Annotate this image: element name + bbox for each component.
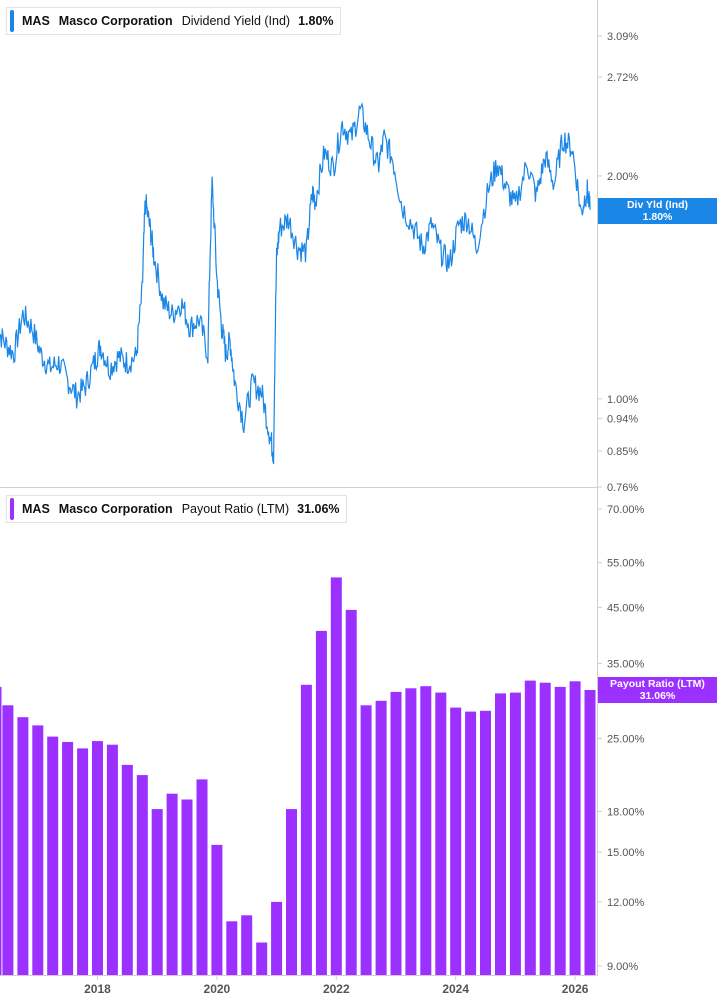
payout-bar [256, 942, 268, 975]
payout-bar [181, 799, 193, 975]
y-axis-line [597, 0, 598, 975]
tag-label: Div Yld (Ind) [626, 199, 689, 211]
bottom-panel-plot [0, 577, 596, 975]
payout-bar [390, 691, 402, 975]
x-tick-label: 2020 [204, 982, 231, 996]
x-axis: 2018 2020 2022 2024 2026 [84, 975, 589, 996]
yield-swatch [10, 10, 14, 32]
payout-bar [539, 682, 551, 975]
top-y-axis: 3.09% 2.72% 2.00% 1.00% 0.94% 0.85% 0.76% [597, 31, 638, 494]
payout-bar [524, 680, 536, 975]
payout-bar [465, 711, 477, 975]
payout-bar [435, 692, 447, 975]
payout-bar [17, 717, 29, 975]
payout-bar [554, 686, 566, 975]
top-legend: MAS Masco Corporation Dividend Yield (In… [6, 7, 341, 35]
payout-bar [121, 764, 133, 975]
payout-bar [106, 744, 118, 975]
payout-bar [330, 577, 342, 975]
payout-bar [509, 692, 521, 975]
payout-price-tag: Payout Ratio (LTM) 31.06% [598, 677, 717, 703]
payout-bar [480, 710, 491, 975]
legend-value: 1.80% [298, 14, 334, 28]
payout-bar [32, 725, 44, 975]
legend-metric: Payout Ratio (LTM) [181, 502, 290, 516]
payout-bar [584, 690, 596, 975]
tag-label: Payout Ratio (LTM) [610, 678, 705, 690]
y-tick-label: 9.00% [607, 961, 638, 973]
x-tick-label: 2018 [84, 982, 111, 996]
payout-bar [360, 705, 372, 975]
payout-bar [0, 686, 2, 975]
y-tick-label: 45.00% [607, 602, 645, 614]
payout-bar [345, 609, 357, 975]
payout-bar [226, 921, 238, 975]
legend-company: Masco Corporation [58, 14, 173, 28]
y-tick-label: 12.00% [607, 897, 645, 909]
payout-bar [2, 705, 14, 975]
bottom-legend: MAS Masco Corporation Payout Ratio (LTM)… [6, 495, 347, 523]
payout-bar [420, 686, 432, 975]
payout-bar [196, 779, 208, 975]
payout-bar [495, 693, 506, 975]
y-tick-label: 15.00% [607, 847, 645, 859]
payout-swatch [10, 498, 14, 520]
payout-bar [92, 741, 103, 975]
y-tick-label: 70.00% [607, 504, 645, 516]
x-axis-line [0, 975, 598, 976]
payout-bar [77, 748, 89, 975]
payout-bar [450, 707, 462, 975]
x-tick-label: 2026 [562, 982, 589, 996]
legend-value: 31.06% [297, 502, 340, 516]
dividend-yield-line [0, 101, 591, 465]
x-tick-label: 2022 [323, 982, 350, 996]
y-tick-label: 55.00% [607, 558, 645, 570]
payout-bar [241, 915, 253, 975]
y-tick-label: 1.00% [607, 394, 638, 406]
payout-bar [271, 901, 283, 975]
y-tick-label: 0.76% [607, 482, 638, 494]
yield-price-tag: Div Yld (Ind) 1.80% [598, 198, 717, 224]
payout-bar [47, 736, 59, 975]
y-tick-label: 25.00% [607, 733, 645, 745]
payout-bar [375, 700, 387, 975]
y-tick-label: 18.00% [607, 807, 645, 819]
legend-company: Masco Corporation [58, 502, 173, 516]
payout-bar [300, 684, 312, 975]
tag-value: 1.80% [642, 211, 673, 223]
payout-bar [569, 681, 581, 975]
y-tick-label: 2.72% [607, 72, 638, 84]
legend-metric: Dividend Yield (Ind) [181, 14, 291, 28]
payout-bar [62, 742, 74, 975]
payout-bar [136, 775, 148, 975]
bottom-y-axis: 70.00% 55.00% 45.00% 35.00% 25.00% 18.00% 15.0… [597, 504, 645, 973]
legend-ticker: MAS [22, 14, 50, 28]
payout-bar [286, 809, 297, 975]
tag-value: 31.06% [639, 690, 676, 702]
payout-bar [151, 809, 163, 975]
y-tick-label: 35.00% [607, 658, 645, 670]
payout-bar [315, 630, 327, 975]
x-tick-label: 2024 [442, 982, 469, 996]
payout-bar [405, 688, 417, 975]
legend-ticker: MAS [22, 502, 50, 516]
y-tick-label: 0.85% [607, 446, 638, 458]
y-tick-label: 3.09% [607, 31, 638, 43]
top-panel-plot [0, 101, 591, 465]
payout-bar [166, 793, 178, 975]
payout-bar [211, 844, 223, 975]
panel-divider [0, 487, 598, 488]
y-tick-label: 2.00% [607, 171, 638, 183]
y-tick-label: 0.94% [607, 414, 638, 426]
